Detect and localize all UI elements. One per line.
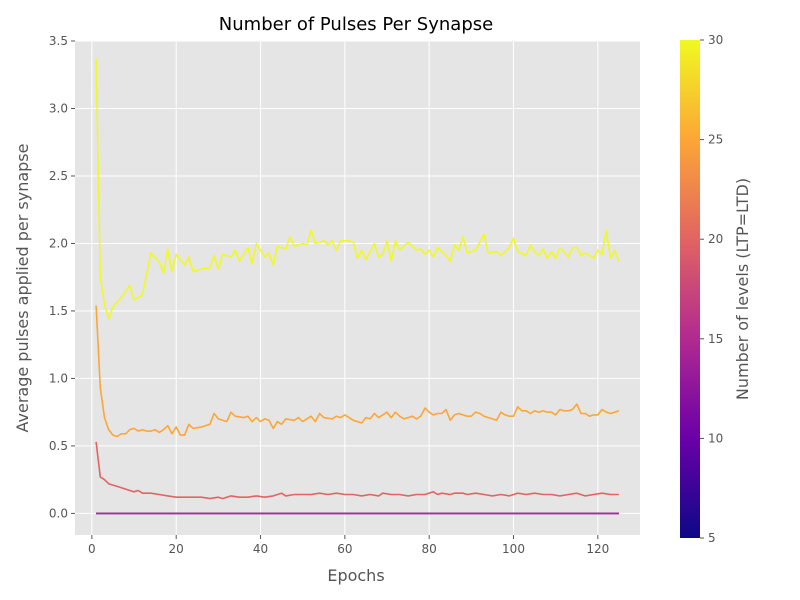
x-tick-label: 80: [422, 542, 437, 556]
gridlines: [75, 40, 640, 535]
x-tick-label: 0: [88, 542, 96, 556]
series-line-levels-25: [95, 305, 620, 438]
y-axis-title: Average pulses applied per synapse: [13, 144, 32, 433]
x-axis-ticks: 0 20 40 60 80 100 120: [88, 535, 609, 556]
colorbar-ticks: 5 10 15 20 25 30: [700, 33, 723, 545]
y-tick-label: 0.5: [49, 439, 68, 453]
series-line-levels-30: [95, 58, 620, 320]
y-tick-label: 2.0: [49, 236, 68, 250]
colorbar-title: Number of levels (LTP=LTD): [733, 178, 752, 400]
x-tick-label: 100: [502, 542, 525, 556]
chart-title: Number of Pulses Per Synapse: [219, 14, 493, 35]
y-tick-label: 0.0: [49, 506, 68, 520]
x-axis-title: Epochs: [327, 566, 384, 585]
x-tick-label: 40: [253, 542, 268, 556]
colorbar: [680, 40, 700, 538]
colorbar-tick-label: 20: [708, 232, 723, 246]
colorbar-tick-label: 25: [708, 133, 723, 147]
colorbar-tick-label: 30: [708, 33, 723, 47]
series-line-levels-20: [95, 441, 619, 500]
y-tick-label: 2.5: [49, 169, 68, 183]
x-tick-label: 120: [586, 542, 609, 556]
y-tick-label: 1.5: [49, 304, 68, 318]
x-tick-label: 60: [337, 542, 352, 556]
y-tick-label: 1.0: [49, 371, 68, 385]
y-tick-label: 3.0: [49, 101, 68, 115]
colorbar-tick-label: 10: [708, 431, 723, 445]
series-layer: [95, 58, 620, 515]
colorbar-tick-label: 5: [708, 531, 716, 545]
x-tick-label: 20: [169, 542, 184, 556]
plot-area: [75, 41, 640, 535]
y-tick-label: 3.5: [49, 34, 68, 48]
colorbar-tick-label: 15: [708, 332, 723, 346]
y-axis-ticks: 0.0 0.5 1.0 1.5 2.0 2.5 3.0 3.5: [49, 34, 75, 520]
